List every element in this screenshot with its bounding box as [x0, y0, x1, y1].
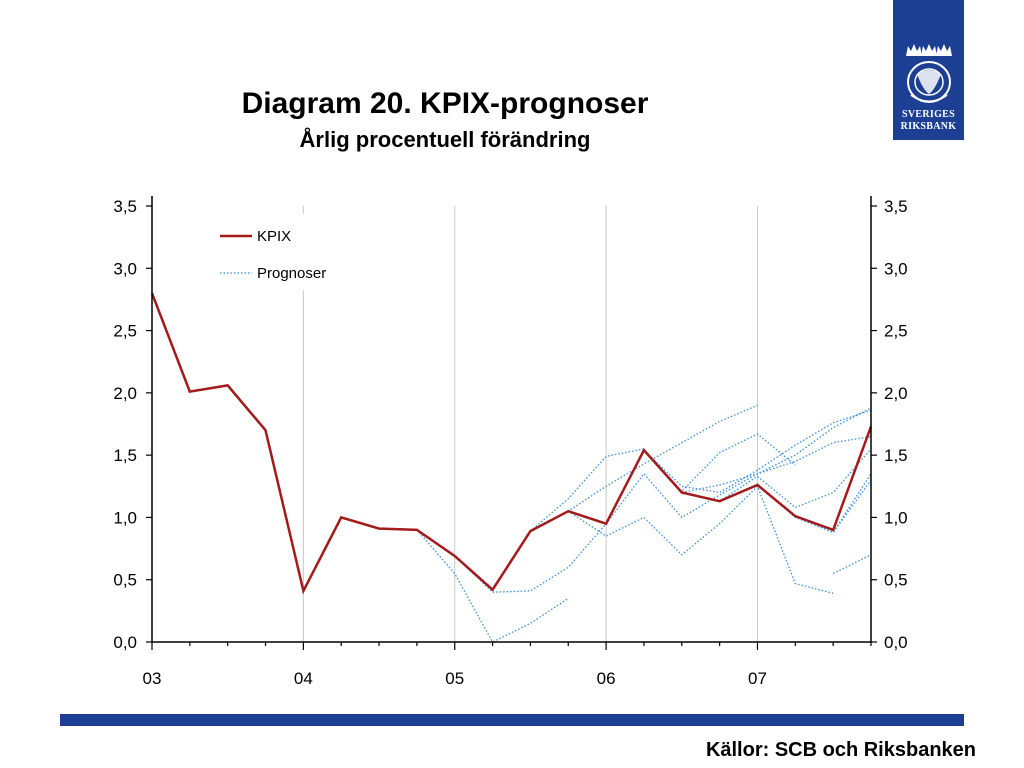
logo-line-1: SVERIGES	[902, 109, 955, 120]
x-tick-label: 06	[597, 669, 616, 688]
sources-note: Källor: SCB och Riksbanken	[705, 739, 976, 761]
right-y-tick-label: 3,0	[884, 259, 908, 278]
forecast-series-line	[719, 448, 872, 509]
chart-subtitle: Årlig procentuell förändring	[299, 127, 591, 152]
forecast-series-line	[795, 473, 872, 534]
left-y-tick-label: 2,5	[113, 322, 137, 341]
forecast-series-line	[454, 523, 607, 593]
legend-label: Prognoser	[257, 265, 326, 282]
chart-title: Diagram 20. KPIX-prognoser	[241, 87, 649, 120]
forecast-lines	[416, 404, 872, 643]
right-y-tick-label: 2,0	[884, 384, 908, 403]
right-y-tick-label: 2,5	[884, 322, 908, 341]
right-y-tick-label: 0,0	[884, 633, 908, 652]
legend-label: KPIX	[257, 228, 291, 245]
forecast-series-line	[681, 435, 872, 494]
legend: KPIX Prognoser	[208, 214, 354, 290]
forecast-series-line	[529, 433, 796, 532]
forecast-series-line	[832, 554, 872, 575]
kpix-line	[150, 292, 873, 595]
left-y-tick-label: 0,5	[113, 571, 137, 590]
crown-emblem-icon	[906, 44, 952, 103]
left-y-tick-label: 1,0	[113, 508, 137, 527]
kpix-series-line	[150, 292, 873, 595]
left-y-tick-label: 2,0	[113, 384, 137, 403]
right-y-tick-label: 0,5	[884, 571, 908, 590]
left-y-tick-label: 1,5	[113, 446, 137, 465]
right-y-tick-label: 1,5	[884, 446, 908, 465]
forecast-series-line	[567, 485, 834, 595]
x-tick-label: 07	[748, 669, 767, 688]
right-y-tick-label: 3,5	[884, 197, 908, 216]
forecast-series-line	[416, 529, 569, 643]
footer-bar	[60, 714, 964, 726]
left-y-tick-label: 3,0	[113, 259, 137, 278]
kpix-forecast-chart: KPIX Prognoser 0,0 0,0 0,5 0,5 1,0 1,0 1,5 1,5 2,…	[113, 196, 908, 688]
riksbank-logo: SVERIGES RIKSBANK	[893, 0, 964, 140]
axes: 0,0 0,0 0,5 0,5 1,0 1,0 1,5 1,5 2,0 2,0 2,5 2,5 3,0 3…	[113, 196, 908, 688]
left-y-tick-label: 0,0	[113, 633, 137, 652]
forecast-series-line	[757, 479, 872, 534]
right-y-tick-label: 1,0	[884, 508, 908, 527]
left-y-tick-label: 3,5	[113, 197, 137, 216]
x-tick-label: 03	[143, 669, 162, 688]
x-tick-label: 05	[445, 669, 464, 688]
logo-line-2: RIKSBANK	[900, 121, 957, 132]
gridlines	[302, 206, 758, 642]
forecast-series-line	[605, 407, 872, 525]
legend-background	[208, 214, 354, 290]
x-tick-label: 04	[294, 669, 313, 688]
